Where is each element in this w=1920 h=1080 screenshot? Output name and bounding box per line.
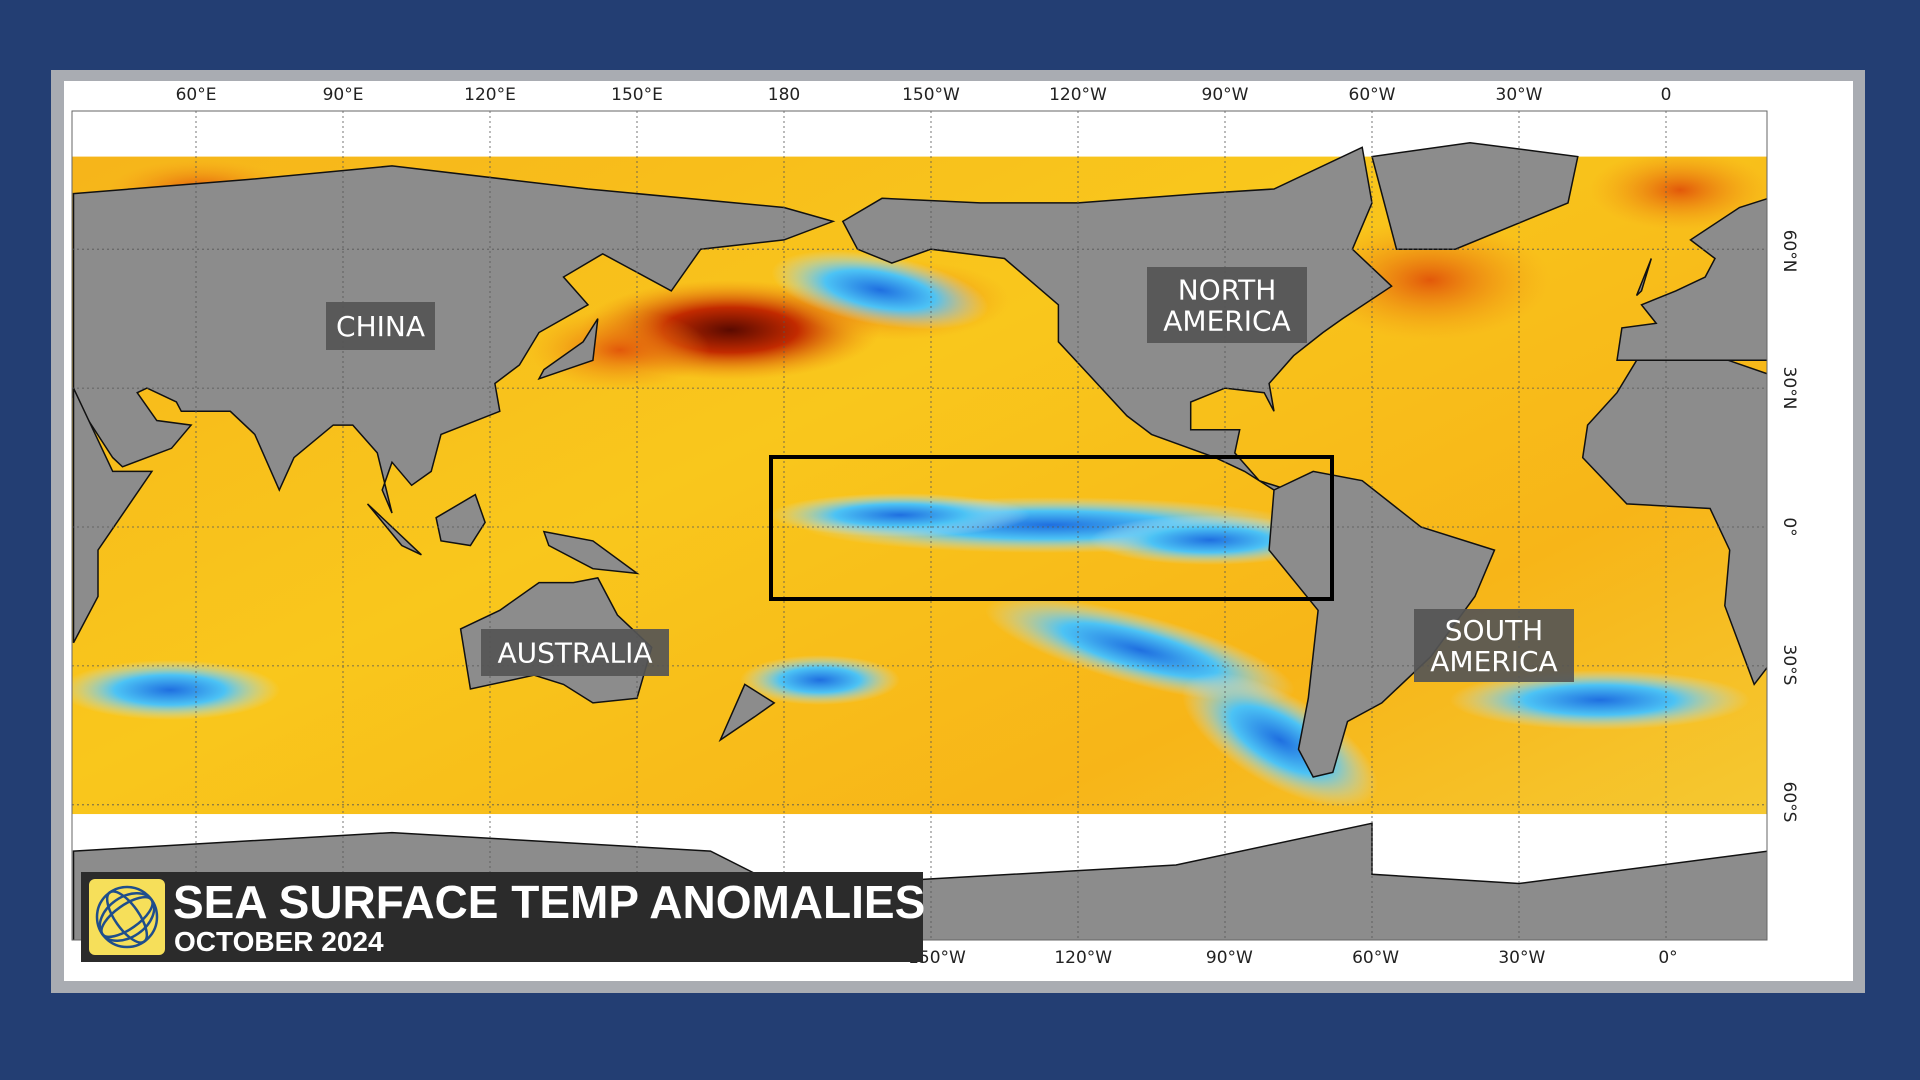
landmass	[718, 683, 776, 743]
banner-title: SEA SURFACE TEMP ANOMALIES	[173, 876, 925, 928]
title-banner: SEA SURFACE TEMP ANOMALIES OCTOBER 2024	[81, 872, 925, 962]
region-label-box	[326, 302, 435, 350]
top-axis-label: 180	[768, 85, 800, 105]
landmass	[537, 318, 599, 381]
right-axis-label: 60°S	[1779, 782, 1799, 823]
landmass	[1268, 470, 1496, 778]
map-area	[72, 111, 1767, 940]
top-axis-label: 60°E	[176, 85, 217, 105]
top-axis-label: 60°W	[1349, 85, 1396, 105]
landmass	[366, 503, 422, 556]
landmass	[542, 530, 640, 575]
anomaly-patch	[1590, 150, 1767, 230]
region-label-box	[481, 629, 669, 676]
landmass	[72, 165, 836, 514]
top-axis-label: 150°E	[611, 85, 663, 105]
anomaly-patch	[740, 655, 900, 705]
anomaly-patch	[1310, 220, 1550, 340]
right-axis-label: 30°S	[1779, 645, 1799, 686]
anomaly-patch	[771, 250, 989, 330]
anomaly-patch	[530, 310, 710, 390]
region-label: AMERICA	[1163, 305, 1290, 338]
landmass	[435, 493, 486, 547]
logo-mark	[95, 885, 159, 949]
landmass	[1616, 197, 1767, 362]
anomaly-patch	[1450, 670, 1750, 730]
top-axis-label: 150°W	[902, 85, 960, 105]
region-label: NORTH	[1178, 274, 1277, 307]
top-axis-label: 90°E	[323, 85, 364, 105]
bottom-axis-label: 0°	[1658, 948, 1677, 968]
top-axis-label: 30°W	[1496, 85, 1543, 105]
region-label: AMERICA	[1430, 645, 1557, 678]
bottom-axis-label: 60°W	[1352, 948, 1399, 968]
right-axis-label: 60°N	[1779, 230, 1799, 273]
bottom-axis-label: 90°W	[1206, 948, 1253, 968]
anomaly-patch	[770, 493, 1030, 537]
right-axis-label: 30°N	[1779, 367, 1799, 410]
region-label-box	[1414, 609, 1574, 682]
right-axis-label: 0°	[1779, 517, 1799, 536]
anomaly-patch	[72, 660, 280, 720]
anomaly-patch	[1090, 515, 1330, 565]
bottom-axis-label: 30°W	[1498, 948, 1545, 968]
region-label: CHINA	[336, 310, 425, 343]
landmass	[841, 146, 1393, 491]
top-axis-label: 120°E	[464, 85, 516, 105]
top-axis-label: 0	[1661, 85, 1672, 105]
top-axis-label: 90°W	[1202, 85, 1249, 105]
bottom-axis-label: 120°W	[1054, 948, 1112, 968]
region-label-box	[1147, 267, 1307, 343]
landmass	[72, 387, 154, 644]
region-label: SOUTH	[1445, 614, 1543, 647]
region-label: AUSTRALIA	[497, 637, 652, 670]
banner-subtitle: OCTOBER 2024	[174, 926, 384, 957]
banner-background	[81, 872, 923, 962]
labels: 60°E 90°E 120°E 150°E 180 150°W 120°W 90°W 60°W 3…	[176, 85, 1799, 968]
top-axis-label: 120°W	[1049, 85, 1107, 105]
nino-region-box	[769, 455, 1334, 601]
landmass	[1635, 258, 1653, 297]
landmass	[1581, 354, 1767, 686]
